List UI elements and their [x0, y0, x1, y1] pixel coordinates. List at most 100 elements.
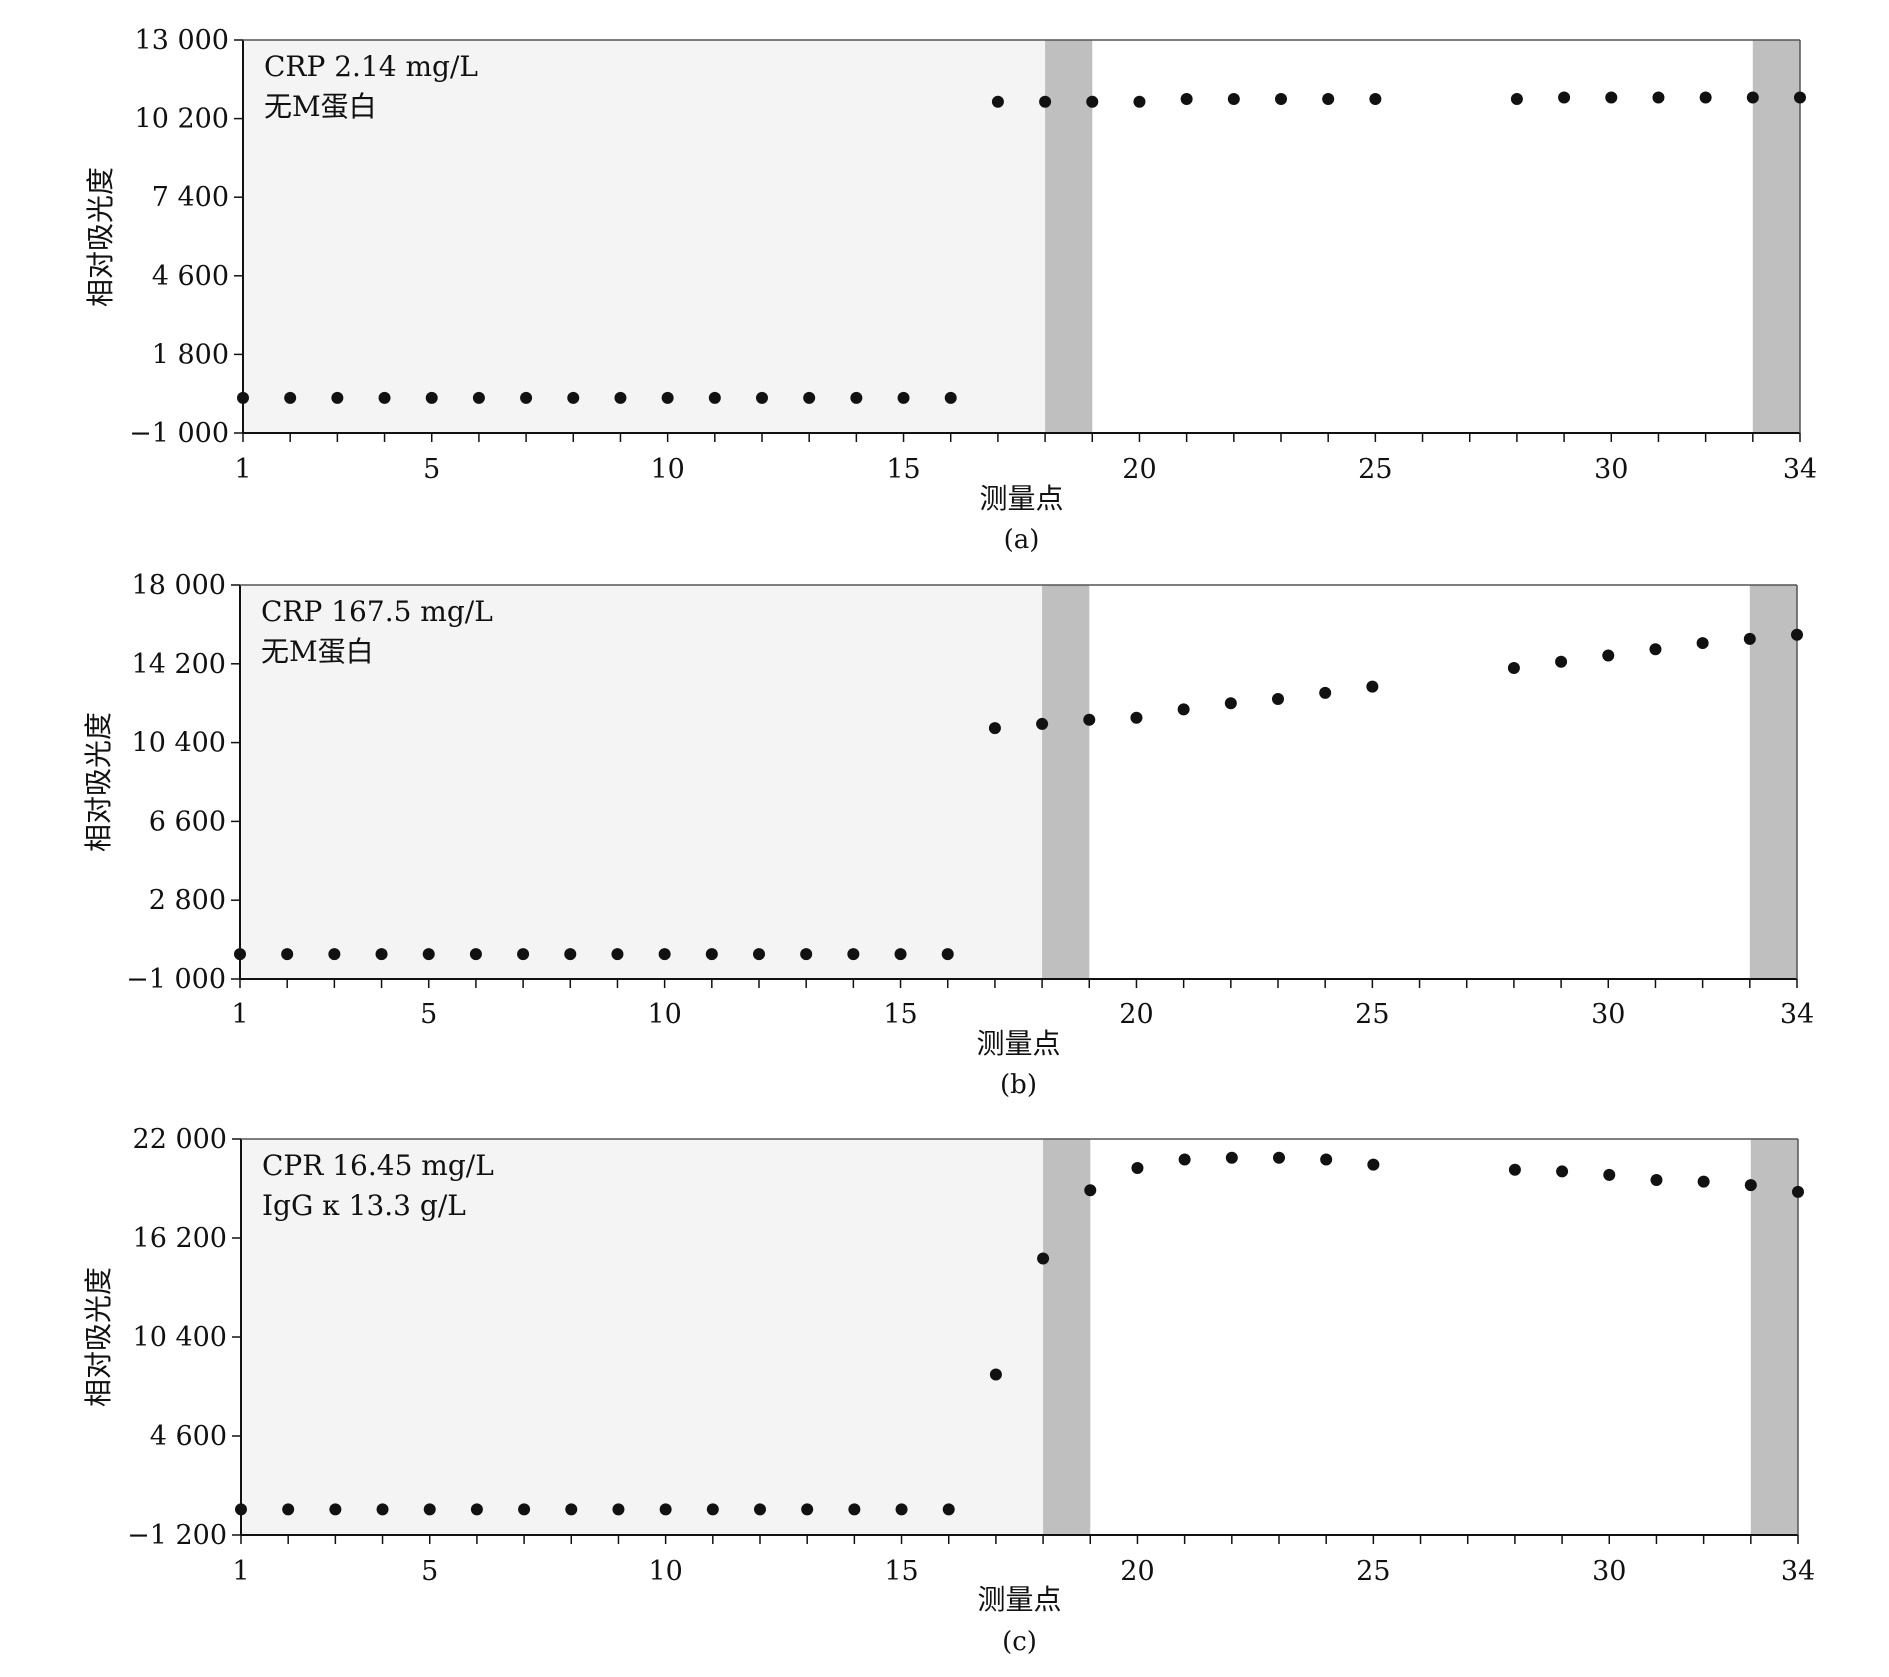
annotation-line-1: CRP 167.5 mg/L	[261, 595, 493, 628]
data-point	[1555, 655, 1568, 668]
data-point	[612, 1503, 625, 1516]
x-tick-label: 25	[1358, 454, 1392, 485]
annotation-line-1: CPR 16.45 mg/L	[262, 1149, 494, 1182]
data-point	[659, 1503, 672, 1516]
data-point	[1275, 92, 1287, 105]
data-point	[706, 1503, 719, 1516]
x-tick-label: 30	[1594, 454, 1628, 485]
data-point	[848, 1503, 861, 1516]
data-point	[611, 948, 624, 961]
data-point	[1508, 1163, 1521, 1176]
data-point	[472, 391, 485, 404]
data-point	[331, 391, 344, 404]
data-point	[1130, 711, 1143, 724]
data-point	[944, 391, 957, 404]
y-tick-label: 7 400	[152, 182, 229, 213]
data-point	[1133, 95, 1146, 108]
data-point	[469, 948, 482, 961]
data-point	[378, 391, 391, 404]
x-tick-label: 10	[650, 454, 684, 485]
plot-band-white	[1089, 585, 1750, 979]
data-point	[1746, 91, 1759, 104]
data-point	[281, 948, 294, 961]
data-point	[284, 391, 297, 404]
annotation-line-2: 无M蛋白	[261, 635, 374, 668]
data-point	[1083, 713, 1096, 726]
x-tick-label: 1	[232, 1556, 249, 1587]
y-tick-label: 13 000	[135, 25, 229, 56]
annotation-line-1: CRP 2.14 mg/L	[264, 50, 478, 83]
plot-band-white	[1090, 1139, 1751, 1535]
x-axis-title: 测量点	[979, 482, 1063, 515]
x-tick-label: 34	[1780, 999, 1814, 1030]
data-point	[564, 948, 577, 961]
data-point	[1320, 1153, 1333, 1166]
data-point	[567, 391, 580, 404]
shaded-band-1	[1045, 40, 1093, 433]
y-tick-label: 4 600	[152, 261, 229, 292]
data-point	[754, 1503, 766, 1516]
y-tick-label: 10 400	[132, 728, 226, 759]
data-point	[1227, 92, 1240, 105]
y-tick-label: −1 000	[126, 964, 226, 995]
y-tick-label: 10 200	[135, 104, 229, 135]
data-point	[1794, 91, 1806, 104]
panel-label: (c)	[1002, 1627, 1037, 1657]
data-point	[1556, 1165, 1569, 1178]
y-tick-label: 18 000	[132, 570, 226, 601]
data-point	[894, 948, 907, 961]
panel-label: (a)	[1004, 525, 1040, 555]
y-tick-label: −1 000	[129, 418, 229, 449]
data-point	[1699, 91, 1712, 104]
data-point	[235, 1503, 247, 1516]
x-tick-label: 5	[421, 1556, 438, 1587]
data-point	[282, 1503, 295, 1516]
x-tick-label: 15	[883, 999, 917, 1030]
data-point	[1603, 1168, 1616, 1181]
data-point	[422, 948, 435, 961]
data-point	[1131, 1162, 1144, 1175]
data-point	[753, 948, 765, 961]
x-tick-label: 15	[884, 1556, 918, 1587]
x-tick-label: 20	[1122, 454, 1156, 485]
x-tick-label: 20	[1120, 1556, 1154, 1587]
y-tick-label: 2 800	[149, 885, 226, 916]
data-point	[329, 1503, 342, 1516]
data-point	[520, 391, 533, 404]
data-point	[1369, 92, 1382, 105]
data-point	[847, 948, 860, 961]
data-point	[989, 1368, 1002, 1381]
x-tick-label: 15	[886, 454, 920, 485]
data-point	[376, 1503, 389, 1516]
data-point	[423, 1503, 436, 1516]
data-point	[470, 1503, 483, 1516]
data-point	[1367, 1158, 1380, 1171]
y-tick-label: 1 800	[152, 339, 229, 370]
data-point	[988, 722, 1001, 735]
data-point	[1743, 632, 1756, 645]
data-point	[1178, 1153, 1191, 1166]
x-axis-title: 测量点	[977, 1583, 1061, 1616]
data-point	[517, 948, 530, 961]
shaded-band-1	[1043, 1139, 1091, 1535]
data-point	[565, 1503, 578, 1516]
data-point	[1273, 1151, 1285, 1164]
shaded-band-2	[1750, 1139, 1798, 1535]
data-point	[661, 391, 674, 404]
x-tick-label: 10	[648, 1556, 682, 1587]
annotation-line-2: IgG κ 13.3 g/L	[262, 1189, 466, 1222]
data-point	[328, 948, 341, 961]
data-point	[1507, 661, 1520, 674]
data-point	[895, 1503, 908, 1516]
data-point	[1744, 1179, 1757, 1192]
y-axis-title: 相对吸光度	[82, 1267, 115, 1407]
data-point	[756, 391, 768, 404]
data-point	[1224, 697, 1237, 710]
y-tick-label: 10 400	[133, 1322, 227, 1353]
data-point	[1791, 628, 1803, 641]
x-tick-label: 5	[423, 454, 440, 485]
data-point	[614, 391, 627, 404]
data-point	[234, 948, 246, 961]
